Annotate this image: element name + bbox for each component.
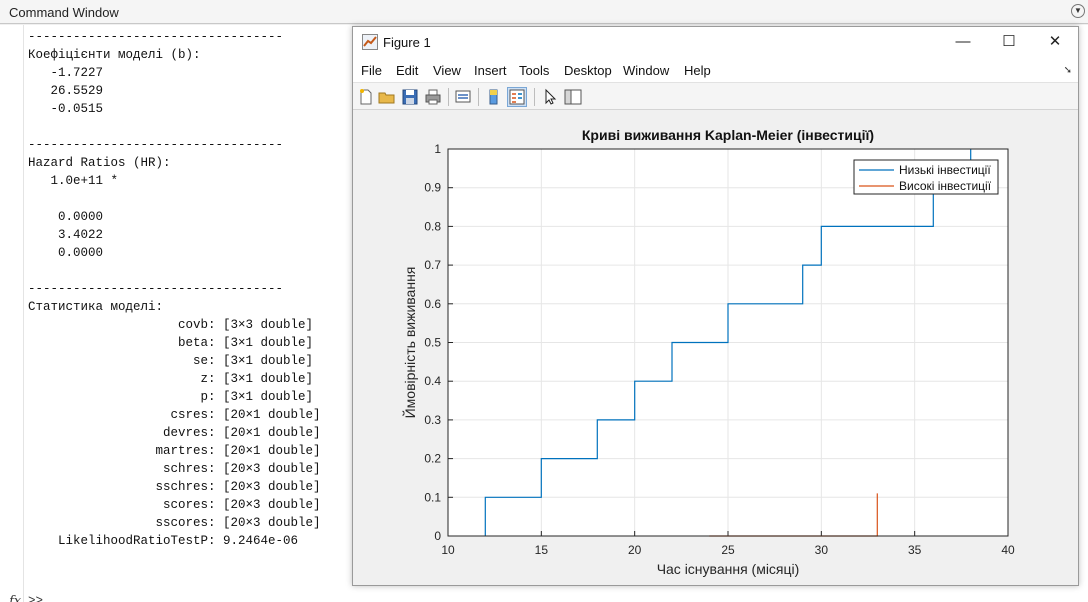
figure-titlebar[interactable]: Figure 1 — ☐ ✕: [353, 27, 1078, 57]
command-output-line: 0.0000: [28, 246, 104, 260]
x-tick-label: 30: [815, 543, 829, 557]
command-output-line: devres: [20×1 double]: [28, 426, 321, 440]
command-output-line: beta: [3×1 double]: [28, 336, 314, 350]
menu-help[interactable]: Help: [684, 63, 711, 78]
command-output-line: sscores: [20×3 double]: [28, 516, 321, 530]
legend-icon[interactable]: [507, 87, 527, 107]
command-output-line: Коефіцієнти моделі (b):: [28, 48, 201, 62]
command-output-line: martres: [20×1 double]: [28, 444, 321, 458]
y-tick-label: 0.3: [424, 413, 441, 427]
x-tick-label: 40: [1001, 543, 1015, 557]
command-output-line: ----------------------------------: [28, 30, 284, 44]
legend-box: [853, 159, 999, 195]
axes-box: [447, 148, 1009, 537]
figure-toolbar: [353, 82, 1078, 110]
y-tick-label: 0.9: [424, 181, 441, 195]
y-tick-label: 0.7: [424, 258, 441, 272]
command-output-line: Статистика моделі:: [28, 300, 164, 314]
x-axis-label: Час існування (місяці): [657, 561, 800, 577]
close-button[interactable]: ✕: [1048, 33, 1062, 50]
link-plot-icon[interactable]: [453, 87, 473, 107]
command-prompt[interactable]: >>: [28, 594, 44, 602]
menu-window[interactable]: Window: [623, 63, 670, 78]
command-output-line: 0.0000: [28, 210, 104, 224]
command-output-line: p: [3×1 double]: [28, 390, 314, 404]
command-output-line: covb: [3×3 double]: [28, 318, 314, 332]
y-tick-label: 1: [434, 142, 441, 156]
menu-edit[interactable]: Edit: [396, 63, 419, 78]
legend-entry: Низькі інвестиції: [899, 163, 991, 177]
save-icon[interactable]: [400, 87, 420, 107]
series-line-low-investment: [484, 149, 972, 536]
command-output-line: scores: [20×3 double]: [28, 498, 321, 512]
figure-title: Figure 1: [383, 35, 431, 50]
property-inspector-icon[interactable]: [563, 87, 583, 107]
command-output-line: ----------------------------------: [28, 138, 284, 152]
toolbar-separator: [478, 88, 479, 106]
y-axis-label: Ймовірність виживання: [401, 267, 418, 419]
edit-plot-icon[interactable]: [540, 87, 560, 107]
toolbar-separator: [534, 88, 535, 106]
y-tick-label: 0.6: [424, 297, 441, 311]
y-tick-label: 0: [434, 529, 441, 543]
x-tick-label: 15: [535, 543, 549, 557]
open-file-icon[interactable]: [377, 87, 397, 107]
chart-title: Криві виживання Kaplan-Meier (інвестиції…: [582, 127, 874, 143]
new-figure-icon[interactable]: [356, 87, 376, 107]
dock-arrow-icon[interactable]: ➘: [1063, 65, 1072, 76]
menu-desktop[interactable]: Desktop: [564, 63, 612, 78]
figure-canvas[interactable]: 10 15 20 25 30 35 40 0 0.1 0.2 0.3 0.4 0.5 0.6 0.7 0.8 0…: [353, 111, 1078, 585]
command-output-line: -0.0515: [28, 102, 104, 116]
menu-file[interactable]: File: [361, 63, 382, 78]
command-output-line: schres: [20×3 double]: [28, 462, 321, 476]
maximize-button[interactable]: ☐: [1002, 33, 1016, 50]
menu-tools[interactable]: Tools: [519, 63, 550, 78]
command-output-line: 1.0e+11 *: [28, 174, 119, 188]
command-output-line: 3.4022: [28, 228, 104, 242]
command-output-line: LikelihoodRatioTestP: 9.2464e-06: [28, 534, 299, 548]
command-output-line: 26.5529: [28, 84, 104, 98]
y-tick-label: 0.4: [424, 374, 441, 388]
command-output-line: Hazard Ratios (HR):: [28, 156, 171, 170]
command-output-line: z: [3×1 double]: [28, 372, 314, 386]
y-tick-label: 0.2: [424, 452, 441, 466]
x-tick-label: 35: [908, 543, 922, 557]
survival-plot[interactable]: 10 15 20 25 30 35 40 0 0.1 0.2 0.3 0.4 0.5 0.6 0.7 0.8 0…: [353, 111, 1078, 585]
figure-menubar: File Edit View Insert Tools Desktop Wind…: [353, 57, 1078, 82]
x-tick-label: 10: [441, 543, 455, 557]
command-window-title: Command Window: [9, 5, 119, 20]
matlab-logo-icon: [362, 34, 378, 50]
command-output-line: ----------------------------------: [28, 282, 284, 296]
y-tick-label: 0.1: [424, 490, 441, 504]
legend-entry: Високі інвестиції: [899, 179, 992, 193]
command-window-header: Command Window ▼: [0, 0, 1088, 24]
command-window-gutter: [0, 25, 24, 602]
toolbar-separator: [448, 88, 449, 106]
y-tick-label: 0.5: [424, 336, 441, 350]
fx-icon[interactable]: fx: [9, 594, 22, 602]
minimize-button[interactable]: —: [955, 33, 971, 50]
chevron-down-icon[interactable]: ▼: [1071, 4, 1085, 18]
colorbar-icon[interactable]: [484, 87, 504, 107]
y-tick-label: 0.8: [424, 219, 441, 233]
command-output-line: se: [3×1 double]: [28, 354, 314, 368]
menu-view[interactable]: View: [433, 63, 461, 78]
command-output-line: -1.7227: [28, 66, 104, 80]
x-tick-label: 20: [628, 543, 642, 557]
menu-insert[interactable]: Insert: [474, 63, 507, 78]
command-output-line: sschres: [20×3 double]: [28, 480, 321, 494]
command-output-line: csres: [20×1 double]: [28, 408, 321, 422]
figure-window[interactable]: Figure 1 — ☐ ✕ File Edit View Insert Too…: [352, 26, 1079, 586]
print-icon[interactable]: [423, 87, 443, 107]
x-tick-label: 25: [721, 543, 735, 557]
